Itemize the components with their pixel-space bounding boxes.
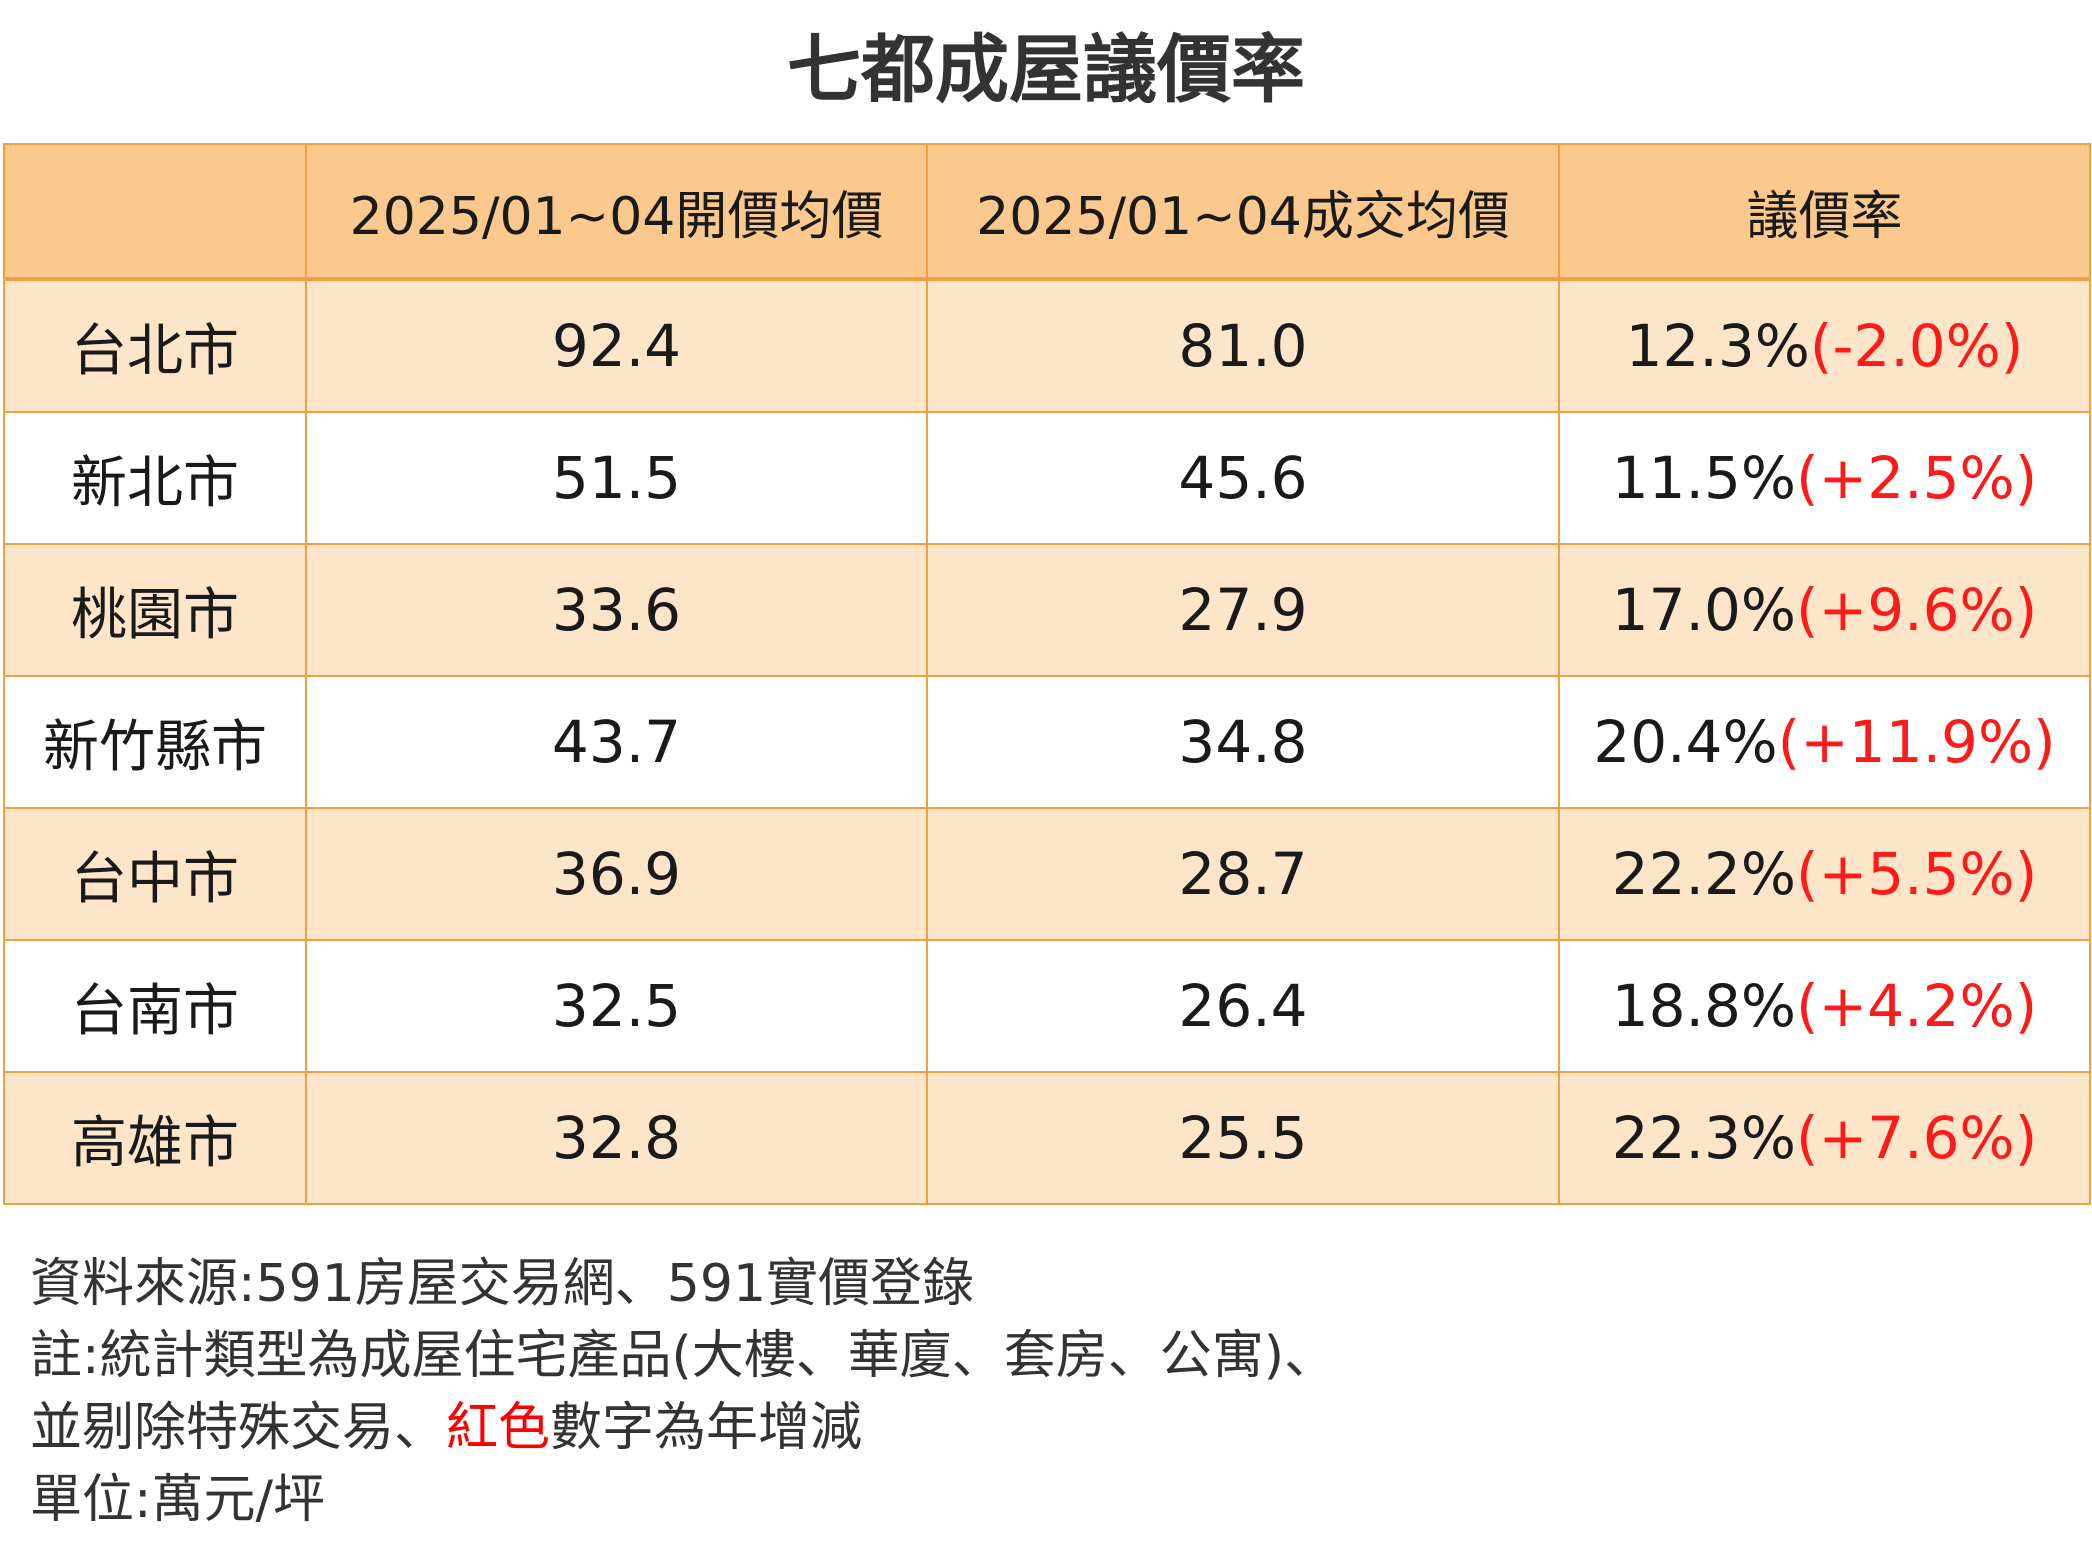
table-row: 台中市 36.9 28.7 22.2%(+5.5%) [3,807,2091,941]
header-row: 2025/01~04開價均價 2025/01~04成交均價 議價率 [3,143,2091,281]
rate-change: (+9.6%) [1796,576,2038,644]
city-cell: 新竹縣市 [3,675,307,809]
exclusion-note: 並剔除特殊交易、紅色數字為年增減 [30,1392,1336,1464]
rate-change: (+11.9%) [1777,708,2056,776]
rate-change: (-2.0%) [1809,312,2024,380]
rate-value: 18.8% [1611,972,1797,1040]
table-row: 台南市 32.5 26.4 18.8%(+4.2%) [3,939,2091,1073]
table-title: 七都成屋議價率 [787,27,1305,113]
table-row: 高雄市 32.8 25.5 22.3%(+7.6%) [3,1071,2091,1205]
rate-value: 17.0% [1611,576,1797,644]
asking-price-cell: 43.7 [305,675,928,809]
price-table: 2025/01~04開價均價 2025/01~04成交均價 議價率 台北市 92… [3,143,2091,1205]
asking-price-cell: 32.8 [305,1071,928,1205]
rate-value: 22.3% [1611,1104,1797,1172]
unit-note: 單位:萬元/坪 [30,1470,326,1530]
header-cell-rate: 議價率 [1558,143,2091,281]
asking-price-cell: 51.5 [305,411,928,545]
city-cell: 桃園市 [3,543,307,677]
exclusion-note-prefix: 並剔除特殊交易、 [30,1398,447,1458]
rate-cell: 22.2%(+5.5%) [1558,807,2091,941]
deal-price-cell: 45.6 [926,411,1560,545]
rate-change: (+4.2%) [1796,972,2038,1040]
rate-cell: 22.3%(+7.6%) [1558,1071,2091,1205]
asking-price-cell: 32.5 [305,939,928,1073]
table-row: 新竹縣市 43.7 34.8 20.4%(+11.9%) [3,675,2091,809]
city-cell: 台北市 [3,278,307,413]
asking-price-cell: 92.4 [305,278,928,413]
rate-change: (+7.6%) [1796,1104,2038,1172]
rate-change: (+5.5%) [1796,840,2038,908]
rate-cell: 18.8%(+4.2%) [1558,939,2091,1073]
red-legend-word: 紅色 [446,1398,551,1458]
deal-price-cell: 34.8 [926,675,1560,809]
deal-price-cell: 26.4 [926,939,1560,1073]
rate-value: 20.4% [1593,708,1778,776]
deal-price-cell: 28.7 [926,807,1560,941]
asking-price-cell: 36.9 [305,807,928,941]
rate-cell: 20.4%(+11.9%) [1558,675,2091,809]
rate-cell: 17.0%(+9.6%) [1558,543,2091,677]
table-row: 台北市 92.4 81.0 12.3%(-2.0%) [3,278,2091,413]
rate-cell: 12.3%(-2.0%) [1558,278,2091,413]
deal-price-cell: 25.5 [926,1071,1560,1205]
deal-price-cell: 27.9 [926,543,1560,677]
source-note: 資料來源:591房屋交易網、591實價登錄 [30,1254,975,1314]
header-cell-city [3,143,307,281]
table-row: 桃園市 33.6 27.9 17.0%(+9.6%) [3,543,2091,677]
table-row: 新北市 51.5 45.6 11.5%(+2.5%) [3,411,2091,545]
deal-price-cell: 81.0 [926,278,1560,413]
header-cell-asking: 2025/01~04開價均價 [305,143,928,281]
header-cell-deal: 2025/01~04成交均價 [926,143,1560,281]
footnotes: 資料來源:591房屋交易網、591實價登錄 註:統計類型為成屋住宅產品(大樓、華… [30,1248,1336,1536]
city-cell: 高雄市 [3,1071,307,1205]
exclusion-note-suffix: 數字為年增減 [550,1398,863,1458]
city-cell: 台中市 [3,807,307,941]
scope-note: 註:統計類型為成屋住宅產品(大樓、華廈、套房、公寓)、 [30,1326,1337,1386]
asking-price-cell: 33.6 [305,543,928,677]
rate-cell: 11.5%(+2.5%) [1558,411,2091,545]
rate-value: 11.5% [1611,444,1797,512]
city-cell: 新北市 [3,411,307,545]
rate-change: (+2.5%) [1796,444,2038,512]
rate-value: 12.3% [1625,312,1810,380]
rate-value: 22.2% [1611,840,1797,908]
city-cell: 台南市 [3,939,307,1073]
